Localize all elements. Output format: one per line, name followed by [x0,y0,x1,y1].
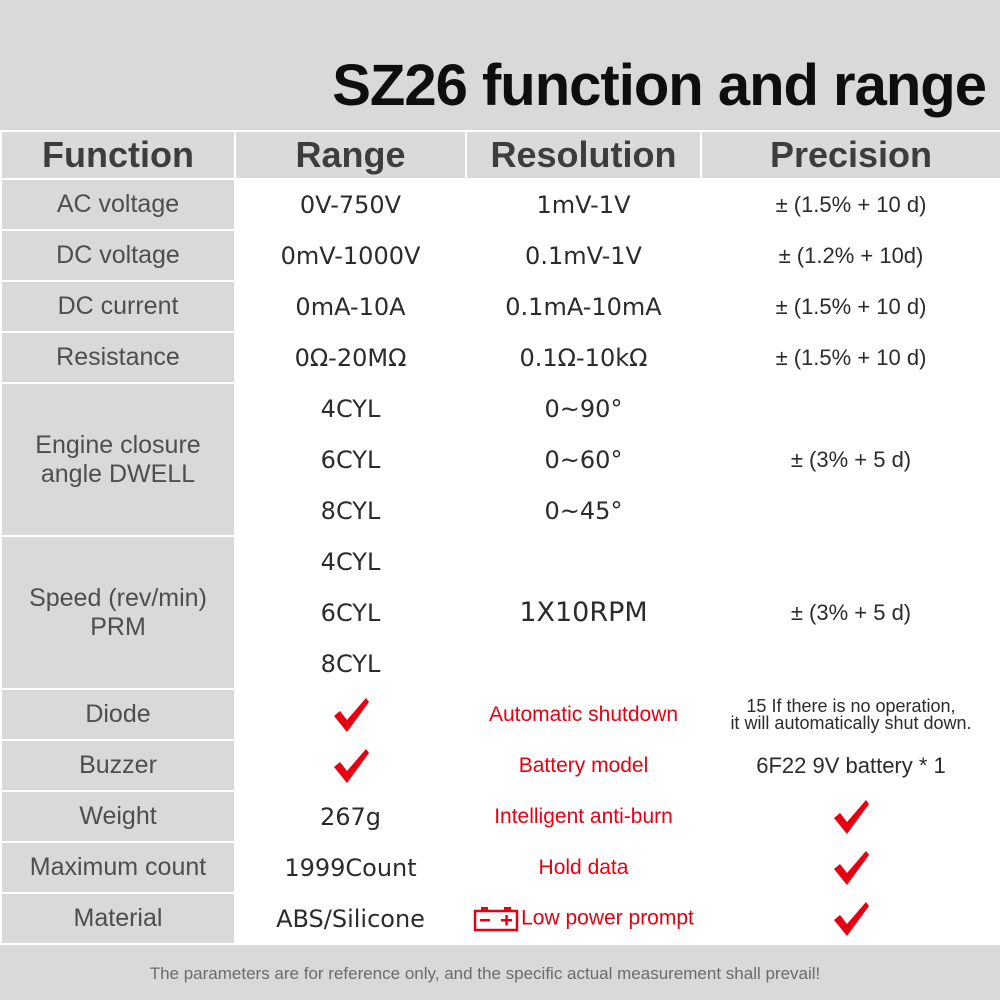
table-row-speed-8cyl: 8CYL [1,637,1000,690]
value-cell: ABS/Silicone [234,892,467,945]
value-cell [234,739,467,792]
table-row-dwell-8cyl: 8CYL 0~45° [1,484,1000,537]
function-cell: AC voltage [0,178,236,231]
precision-cell: ± (1.5% + 10 d) [700,178,1000,231]
function-cell-speed: Speed (rev/min) PRM [0,535,236,690]
function-cell: DC voltage [0,229,236,282]
value-cell: 267g [234,790,467,843]
dwell-label-line2: angle DWELL [40,459,196,488]
precision-cell: ± (1.2% + 10d) [700,229,1000,282]
table-row-weight: Weight 267g Intelligent anti-burn [0,790,1000,843]
function-cell: DC current [0,280,236,333]
table-row-dwell-6cyl: 6CYL 0~60° [1,433,1000,486]
range-cell: 8CYL [234,484,467,537]
feature-cell: Battery model [465,739,702,792]
table-row-material: Material ABS/Silicone Low power prompt [0,892,1000,945]
feature-cell: Automatic shutdown [465,688,702,741]
range-cell: 4CYL [234,382,467,435]
function-cell: Material [0,892,236,945]
header-precision: Precision [700,130,1000,180]
table-row-max-count: Maximum count 1999Count Hold data [0,841,1000,894]
resolution-cell: 0.1mV-1V [465,229,702,282]
table-row-ac-voltage: AC voltage 0V-750V 1mV-1V ± (1.5% + 10 d… [0,178,1000,231]
low-power-label: Low power prompt [521,906,694,930]
table-row-dc-current: DC current 0mA-10A 0.1mA-10mA ± (1.5% + … [0,280,1000,333]
function-cell: Maximum count [0,841,236,894]
table-row-diode: Diode Automatic shutdown 15 If there is … [0,688,1000,741]
resolution-cell: 1mV-1V [465,178,702,231]
header-resolution: Resolution [465,130,702,180]
footnote: The parameters are for reference only, a… [149,964,821,983]
feature-cell: Hold data [465,841,702,894]
resolution-cell: 0~90° [465,382,702,435]
resolution-cell-speed: 1X10RPM [465,535,702,690]
resolution-cell: 0~60° [465,433,702,486]
function-cell: Resistance [0,331,236,384]
header-function: Function [0,130,236,180]
function-cell: Diode [0,688,236,741]
range-cell: 6CYL [234,586,467,639]
table-row-speed-4cyl: Speed (rev/min) PRM 4CYL 1X10RPM ± (3% +… [0,535,1000,690]
function-cell: Buzzer [0,739,236,792]
red-check-icon [834,901,869,936]
red-check-icon [834,850,869,885]
red-check-icon [834,799,869,834]
shutdown-detail-line2: it will automatically shut down. [730,712,972,733]
red-check-icon [333,697,369,732]
table-row-dc-voltage: DC voltage 0mV-1000V 0.1mV-1V ± (1.2% + … [0,229,1000,282]
speed-label-line1: Speed (rev/min) [29,583,207,612]
detail-cell: 15 If there is no operation, it will aut… [700,688,1000,741]
spec-table: Function Range Resolution Precision AC v… [0,130,1000,945]
range-cell: 0Ω-20MΩ [234,331,467,384]
range-cell: 0mV-1000V [234,229,467,282]
red-check-icon [333,748,369,783]
range-cell: 4CYL [234,535,467,588]
battery-icon [473,906,519,931]
detail-cell [700,892,1000,945]
feature-cell: Intelligent anti-burn [465,790,702,843]
value-cell [234,688,467,741]
function-cell: Weight [0,790,236,843]
value-cell: 1999Count [234,841,467,894]
speed-label-line2: PRM [90,612,146,641]
precision-cell: ± (1.5% + 10 d) [700,331,1000,384]
range-cell: 8CYL [234,637,467,690]
shutdown-detail-line1: 15 If there is no operation, [746,695,956,716]
page-title: SZ26 function and range [332,53,987,118]
precision-cell-dwell: ± (3% + 5 d) [700,382,1000,537]
table-row-buzzer: Buzzer Battery model 6F22 9V battery * 1 [0,739,1000,792]
range-cell: 0mA-10A [234,280,467,333]
precision-cell-speed: ± (3% + 5 d) [700,535,1000,690]
table-row-dwell-4cyl: Engine closure angle DWELL 4CYL 0~90° ± … [0,382,1000,537]
precision-cell: ± (1.5% + 10 d) [700,280,1000,333]
header-range: Range [234,130,467,180]
table-row-speed-6cyl: 6CYL [1,586,1000,639]
resolution-cell: 0.1Ω-10kΩ [465,331,702,384]
resolution-cell: 0~45° [465,484,702,537]
detail-cell [700,790,1000,843]
resolution-cell: 0.1mA-10mA [465,280,702,333]
range-cell: 0V-750V [234,178,467,231]
detail-cell [700,841,1000,894]
detail-cell: 6F22 9V battery * 1 [700,739,1000,792]
function-cell-dwell: Engine closure angle DWELL [0,382,236,537]
table-row-resistance: Resistance 0Ω-20MΩ 0.1Ω-10kΩ ± (1.5% + 1… [0,331,1000,384]
dwell-label-line1: Engine closure [35,430,201,459]
header-row: Function Range Resolution Precision [0,130,1000,180]
range-cell: 6CYL [234,433,467,486]
feature-cell: Low power prompt [465,892,702,945]
